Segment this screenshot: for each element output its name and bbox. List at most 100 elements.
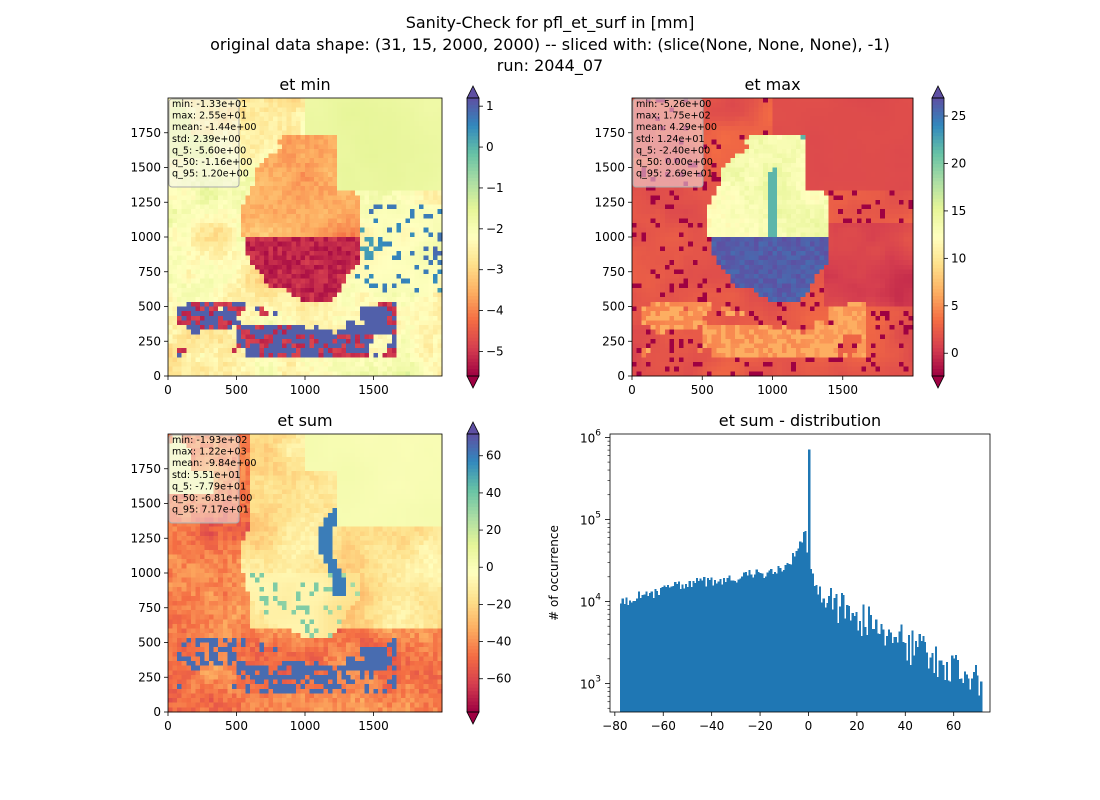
- colorbar-segment: [467, 656, 479, 661]
- colorbar-segment: [467, 160, 479, 165]
- histogram-bar: [741, 576, 744, 712]
- colorbar-segment: [932, 98, 944, 103]
- colorbar-segment: [467, 348, 479, 353]
- histogram-bar: [628, 600, 632, 712]
- colorbar-segment: [932, 282, 944, 287]
- colorbar-tick-label: 20: [486, 523, 501, 537]
- histogram-bar: [815, 584, 818, 712]
- panel-title: et max: [744, 75, 800, 94]
- colorbar-segment: [467, 111, 479, 116]
- colorbar-segment: [932, 164, 944, 169]
- colorbar-segment: [932, 296, 944, 301]
- colorbar-segment: [932, 184, 944, 189]
- colorbar-segment: [467, 219, 479, 224]
- colorbar-segment: [467, 579, 479, 585]
- colorbar-segment: [467, 666, 479, 671]
- histogram-bar: [905, 660, 909, 712]
- colorbar-segment: [932, 153, 944, 158]
- histogram-bar: [924, 642, 927, 712]
- colorbar-tick-label: −40: [486, 635, 511, 649]
- colorbar-segment: [467, 475, 479, 480]
- colorbar-segment: [932, 334, 944, 339]
- colorbar-segment: [932, 369, 944, 374]
- y-tick-label: 1000: [130, 566, 161, 580]
- histogram-bar: [683, 588, 686, 712]
- histogram-bar: [641, 595, 644, 712]
- histogram-bar: [715, 583, 718, 712]
- histogram-bar: [831, 609, 834, 712]
- y-tick-label: 500: [602, 300, 625, 314]
- colorbar-segment: [932, 365, 944, 370]
- y-tick-label: 0: [153, 705, 161, 719]
- histogram-bar: [723, 578, 726, 712]
- colorbar-segment: [467, 531, 479, 536]
- histogram-bar: [842, 594, 845, 712]
- y-tick-label: 250: [602, 334, 625, 348]
- colorbar-segment: [467, 566, 479, 571]
- colorbar-segment: [467, 299, 479, 304]
- colorbar-tick-label: −4: [486, 304, 504, 318]
- colorbar-extend-max: [466, 85, 480, 99]
- colorbar-segment: [467, 586, 479, 591]
- colorbar-segment: [932, 157, 944, 162]
- stats-line: min: -1.93e+02: [172, 435, 247, 446]
- y-tick-label: 1500: [130, 497, 161, 511]
- colorbar-segment: [467, 597, 479, 602]
- y-tick-label: 1000: [594, 230, 625, 244]
- y-tick-label: 750: [138, 265, 161, 279]
- histogram-bar: [639, 597, 642, 712]
- histogram-bar: [681, 584, 684, 712]
- histogram-bar: [808, 449, 811, 712]
- histogram-bar: [795, 551, 798, 712]
- colorbar-segment: [467, 607, 479, 612]
- colorbar-segment: [467, 181, 479, 186]
- stats-line: mean: -9.84e+00: [172, 458, 256, 469]
- histogram-bar: [938, 660, 941, 712]
- histogram-bar: [685, 583, 688, 712]
- colorbar-segment: [932, 355, 944, 360]
- stats-line: q_50: 0.00e+00: [636, 157, 713, 168]
- colorbar-segment: [467, 330, 479, 335]
- colorbar-segment: [467, 440, 479, 446]
- axes-frame: [609, 433, 991, 713]
- histogram-bar: [781, 571, 784, 712]
- colorbar-segment: [932, 188, 944, 193]
- histogram-bar: [936, 677, 939, 712]
- histogram-bar: [925, 652, 928, 712]
- colorbar-segment: [467, 313, 479, 318]
- histogram-bar: [714, 580, 717, 712]
- colorbar-segment: [932, 250, 944, 255]
- histogram-bar: [775, 573, 778, 712]
- y-tick-label: 1500: [594, 161, 625, 175]
- colorbar-frame: [466, 433, 480, 713]
- colorbar-segment: [467, 611, 479, 616]
- histogram-bar: [697, 580, 700, 712]
- histogram-bar: [686, 587, 690, 712]
- colorbar-extend-min: [466, 375, 480, 389]
- colorbar-segment: [467, 698, 479, 703]
- colorbar-segment: [932, 323, 944, 328]
- histogram-bar: [880, 624, 883, 712]
- figure-title-line-3: run: 2044_07: [496, 56, 604, 75]
- histogram-bar: [869, 615, 872, 712]
- histogram-bar: [895, 636, 898, 712]
- colorbar-segment: [932, 337, 944, 342]
- histogram-bar: [887, 629, 890, 712]
- colorbar-segment: [932, 139, 944, 144]
- colorbar-segment: [467, 278, 479, 283]
- colorbar-segment: [467, 191, 479, 196]
- histogram-bar: [851, 613, 854, 712]
- histogram-bar: [638, 591, 641, 712]
- stats-line: mean: -1.44e+00: [172, 122, 256, 133]
- histogram-bar: [963, 671, 967, 712]
- histogram-bar: [634, 601, 637, 712]
- panel-title: et min: [279, 75, 330, 94]
- colorbar-segment: [932, 275, 944, 280]
- y-tick-label: 103: [580, 675, 601, 692]
- figure-title-line-1: Sanity-Check for pfl_et_surf in [mm]: [405, 13, 695, 32]
- histogram-bar: [954, 654, 957, 712]
- colorbar-segment: [467, 309, 479, 315]
- histogram-bar: [797, 548, 800, 712]
- colorbar-segment: [932, 230, 944, 235]
- colorbar-segment: [467, 275, 479, 280]
